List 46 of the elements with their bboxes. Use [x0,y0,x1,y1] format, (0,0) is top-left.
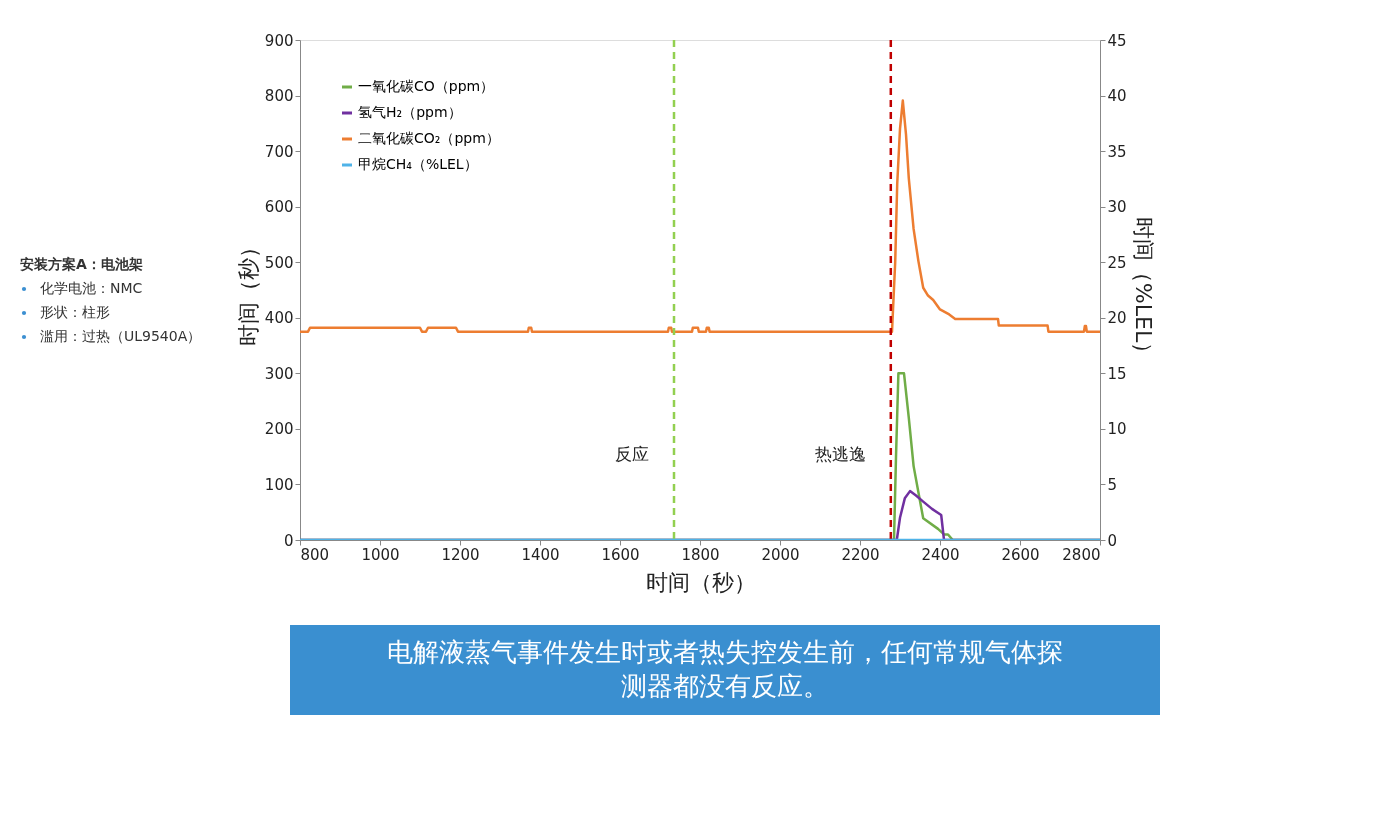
y-tick-label: 800 [264,87,294,106]
x-tick-label: 2800 [1062,545,1101,564]
legend-label: 氢气H₂（ppm） [358,104,462,120]
text: 滥用：过热（UL9540A） [40,328,202,344]
y-axis-title: 时间（秒） [235,235,261,346]
x-tick-label: 1000 [361,545,400,564]
y-tick-label: 700 [264,142,294,161]
x-tick-label: 800 [300,545,330,564]
ref-line-label: 反应 [615,444,649,464]
y-tick-label: 400 [264,309,294,328]
x-tick-label: 1400 [521,545,560,564]
y2-tick-label: 45 [1107,31,1127,50]
y2-tick-label: 10 [1107,420,1127,439]
y-tick-label: 200 [264,420,294,439]
y-tick-label: 300 [264,364,294,383]
x-tick-label: 2400 [921,545,960,564]
x-tick-label: 1200 [441,545,480,564]
y2-tick-label: 5 [1107,475,1118,494]
y2-axis-title: 时间（%LEL） [1130,216,1156,365]
y-tick-label: 900 [264,31,294,50]
x-tick-label: 2600 [1001,545,1040,564]
y2-tick-label: 20 [1107,309,1127,328]
legend-label: 甲烷CH₄（%LEL） [358,156,478,172]
y-tick-label: 600 [264,198,294,217]
y2-tick-label: 35 [1107,142,1127,161]
y-tick-label: 0 [283,531,294,550]
y2-tick-label: 25 [1107,253,1127,272]
y2-tick-label: 30 [1107,198,1127,217]
legend-label: 一氧化碳CO（ppm） [358,78,495,94]
line-series [300,99,1100,333]
x-tick-label: 1600 [601,545,640,564]
y2-tick-label: 40 [1107,87,1127,106]
y-tick-label: 100 [264,475,294,494]
x-tick-label: 2000 [761,545,800,564]
y2-tick-label: 15 [1107,364,1127,383]
x-tick-label: 2200 [841,545,880,564]
text: 电解液蒸气事件发生时或者热失控发生前，任何常规气体探测器都没有反应。 [387,637,1063,701]
y2-tick-label: 0 [1107,531,1118,550]
legend-label: 二氧化碳CO₂（ppm） [358,130,500,146]
ref-line-label: 热逃逸 [814,444,866,464]
x-axis-title: 时间（秒） [645,569,756,595]
text: 安装方案A：电池架 [20,256,143,272]
y-tick-label: 500 [264,253,294,272]
text: 化学电池：NMC [40,280,143,296]
x-tick-label: 1800 [681,545,720,564]
text: 形状：柱形 [40,304,110,320]
